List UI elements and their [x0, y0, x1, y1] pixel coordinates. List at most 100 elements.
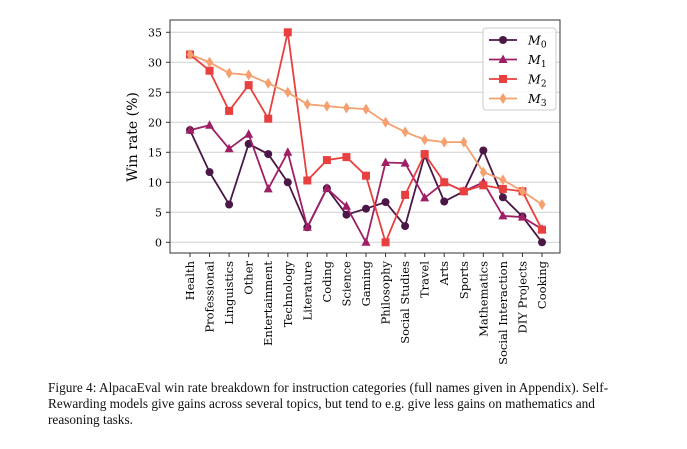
x-tick-label: Sports: [457, 261, 471, 299]
data-point: [538, 225, 546, 234]
x-tick-label: Mathematics: [476, 261, 490, 337]
legend-marker: [498, 54, 508, 63]
data-point: [283, 178, 292, 187]
win-rate-chart: 0 5 10 15 20 25 30 35 Health Professional Linguis…: [125, 19, 561, 365]
x-tick-label: Philosophy: [379, 260, 393, 324]
x-tick-label: Linguistics: [222, 261, 236, 325]
data-point: [205, 168, 214, 177]
x-tick-label: Social Interaction: [496, 260, 510, 365]
data-point: [185, 125, 195, 134]
x-tick-label: Cooking: [535, 260, 549, 309]
data-point: [323, 100, 331, 112]
y-tick-label: 0: [155, 236, 162, 249]
data-point: [460, 136, 468, 148]
y-tick-label: 5: [155, 206, 162, 219]
data-point: [283, 147, 293, 156]
data-point: [245, 69, 253, 81]
data-point: [224, 143, 234, 153]
x-tick-label: Technology: [281, 261, 295, 328]
data-point: [263, 183, 273, 193]
legend-marker: [499, 93, 507, 104]
data-point: [420, 192, 430, 202]
data-point: [498, 193, 507, 202]
y-tick-label: 20: [148, 116, 162, 129]
data-point: [322, 156, 331, 165]
x-tick-label: Other: [242, 261, 256, 295]
figure-caption: Figure 4: AlpacaEval win rate breakdown …: [48, 380, 609, 427]
x-tick-label: Gaming: [359, 260, 373, 306]
data-point: [362, 171, 370, 180]
data-point: [225, 67, 233, 79]
data-point: [225, 200, 234, 209]
data-point: [401, 190, 410, 199]
x-tick-label: Professional: [203, 261, 217, 333]
data-point: [341, 201, 351, 210]
data-point: [342, 153, 351, 162]
x-tick-label: DIY Projects: [515, 261, 529, 334]
y-tick-label: 30: [148, 56, 162, 69]
series-line: [189, 124, 543, 245]
data-point: [518, 185, 526, 197]
x-tick-label: Health: [183, 260, 197, 300]
series-M1: [185, 120, 547, 246]
data-point: [186, 49, 194, 60]
data-point: [283, 28, 292, 37]
x-tick-label: Social Studies: [398, 261, 412, 344]
legend-box: [482, 27, 557, 111]
data-point: [401, 222, 410, 231]
series-M3: [186, 49, 546, 210]
y-tick-label: 15: [148, 146, 162, 159]
data-point: [244, 81, 253, 90]
data-point: [538, 199, 546, 210]
legend-marker: [499, 36, 507, 44]
data-point: [362, 103, 370, 115]
y-axis-label: Win rate (%): [125, 92, 141, 182]
data-point: [342, 102, 350, 114]
data-point: [303, 176, 312, 185]
data-point: [381, 157, 391, 166]
x-tick-label: Science: [339, 261, 353, 307]
data-point: [382, 116, 390, 128]
data-point: [479, 166, 487, 178]
data-point: [479, 146, 488, 155]
x-tick-label: Entertainment: [261, 261, 275, 346]
x-tick-label: Travel: [418, 261, 432, 298]
data-point: [303, 98, 311, 110]
data-point: [401, 126, 409, 138]
data-point: [498, 184, 507, 193]
y-tick-label: 35: [148, 26, 162, 39]
data-point: [206, 56, 214, 68]
x-tick-label: Coding: [320, 260, 334, 302]
x-tick-label: Arts: [437, 261, 451, 286]
data-point: [400, 158, 410, 167]
data-point: [499, 174, 507, 186]
legend-marker: [499, 75, 507, 83]
y-tick-label: 25: [148, 86, 162, 99]
data-point: [205, 120, 215, 129]
data-point: [205, 66, 214, 75]
data-point: [538, 238, 546, 247]
data-point: [302, 222, 312, 231]
data-point: [225, 106, 234, 115]
plot-frame: [169, 19, 561, 254]
data-point: [264, 114, 273, 123]
data-point: [498, 210, 508, 220]
data-point: [244, 129, 254, 138]
data-point: [284, 86, 292, 98]
data-point: [381, 238, 390, 247]
data-point: [264, 150, 273, 159]
data-point: [421, 134, 429, 146]
data-point: [264, 77, 272, 89]
data-point: [479, 181, 488, 190]
data-point: [362, 204, 370, 213]
y-tick-label: 10: [148, 176, 162, 189]
data-point: [440, 178, 449, 187]
data-point: [517, 212, 527, 221]
data-point: [322, 183, 332, 192]
x-tick-label: Literature: [300, 261, 314, 321]
data-point: [440, 136, 448, 148]
data-point: [342, 210, 351, 219]
data-point: [440, 197, 449, 206]
data-point: [381, 198, 390, 207]
